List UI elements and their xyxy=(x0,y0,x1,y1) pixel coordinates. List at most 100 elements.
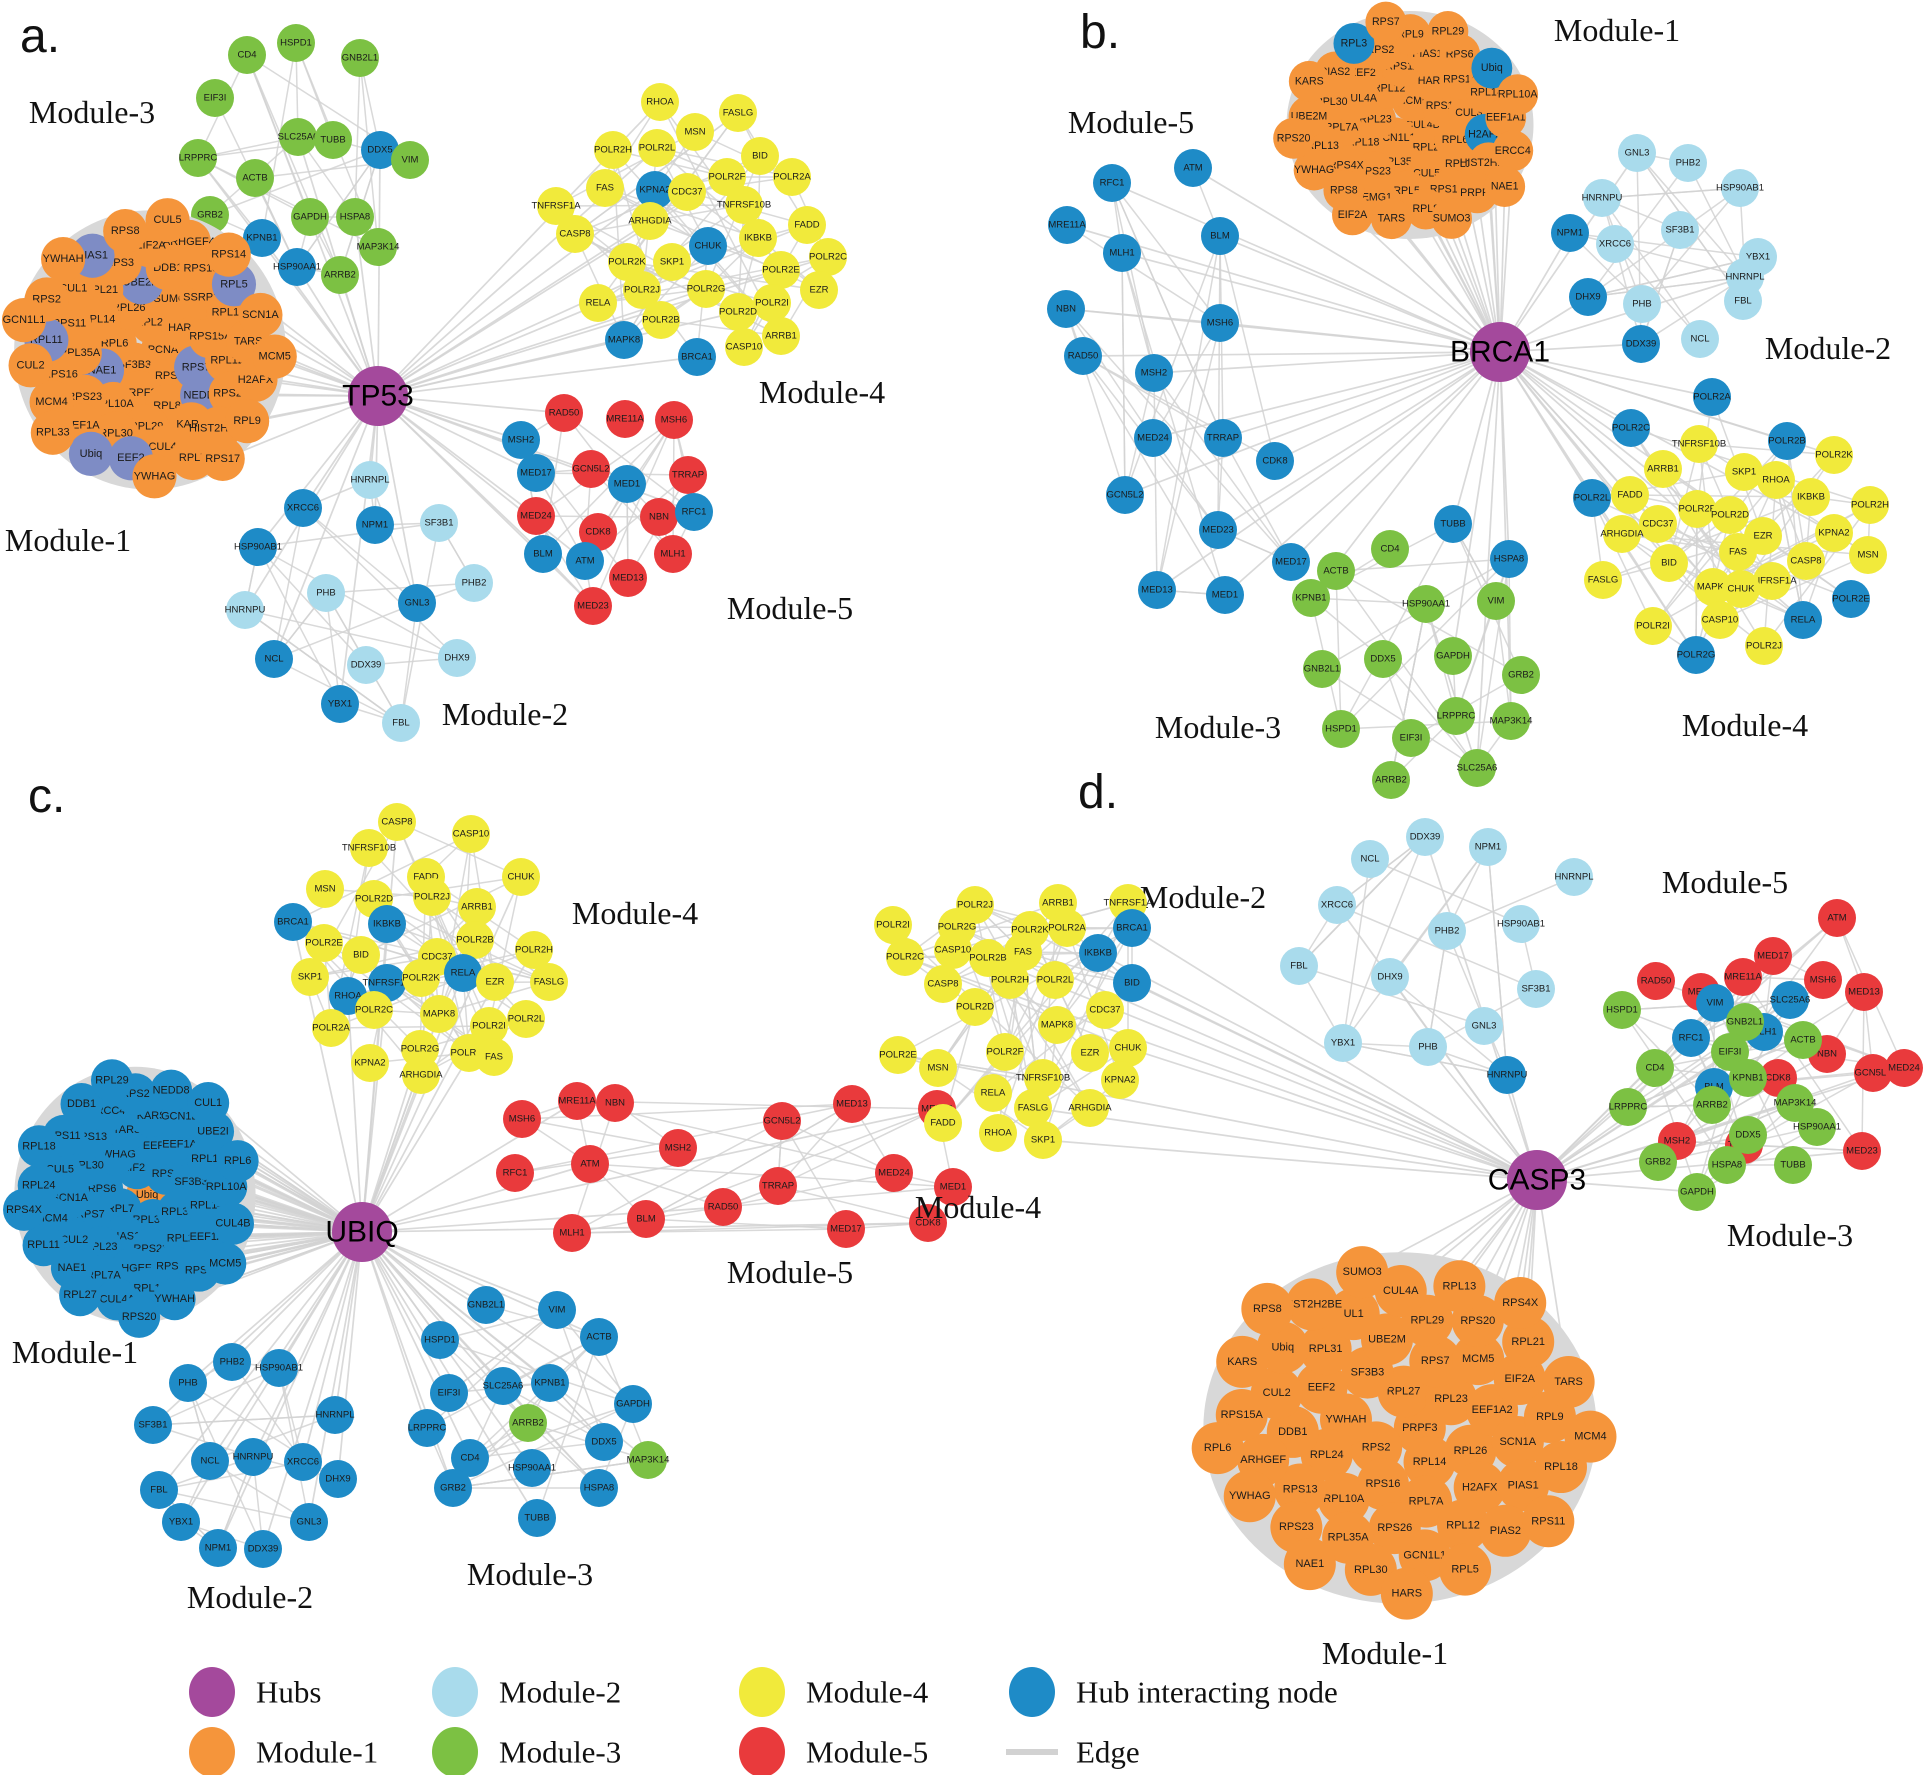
svg-text:RPS20: RPS20 xyxy=(122,1311,157,1323)
node-ARHGDIA: ARHGDIA xyxy=(399,1056,443,1094)
edge xyxy=(604,187,759,239)
node-MAP3K14: MAP3K14 xyxy=(627,1441,669,1479)
node-MAP3K14: MAP3K14 xyxy=(1774,1084,1816,1122)
svg-text:HNRNPU: HNRNPU xyxy=(1487,1070,1528,1081)
node-MSH6: MSH6 xyxy=(1201,304,1239,342)
svg-text:FBL: FBL xyxy=(150,1485,167,1496)
edge xyxy=(1156,322,1221,591)
svg-text:VIM: VIM xyxy=(549,1305,566,1316)
svg-text:RPS23: RPS23 xyxy=(67,391,102,403)
hub-edge xyxy=(1222,351,1501,439)
edge xyxy=(273,507,304,660)
svg-text:CUL5: CUL5 xyxy=(154,214,182,226)
edge xyxy=(571,1228,847,1234)
node-NBN: NBN xyxy=(596,1084,634,1122)
hub-edge xyxy=(377,339,625,397)
svg-text:RPL7: RPL7 xyxy=(179,452,207,464)
node-POLR2L: POLR2L xyxy=(1573,479,1611,517)
node-CD4: CD4 xyxy=(228,36,266,74)
svg-text:GCN5L2: GCN5L2 xyxy=(1107,490,1144,501)
node-GRB2: GRB2 xyxy=(1639,1143,1677,1181)
node-ERCC4: ERCC4 xyxy=(1492,130,1534,172)
svg-text:FBL: FBL xyxy=(1290,961,1307,972)
svg-text:NEDD8: NEDD8 xyxy=(153,1085,190,1097)
node-RPL27: RPL27 xyxy=(59,1274,102,1317)
node-RHOA: RHOA xyxy=(641,83,679,121)
edge xyxy=(1446,930,1508,1076)
svg-text:HSPA8: HSPA8 xyxy=(340,212,370,223)
node-YWHAG: YWHAG xyxy=(1223,1470,1276,1523)
svg-text:TRRAP: TRRAP xyxy=(672,470,704,481)
module-label-a-module-4: Module-4 xyxy=(759,374,885,410)
svg-text:SLC25A6: SLC25A6 xyxy=(1457,763,1498,774)
node-RPS7: RPS7 xyxy=(1365,1,1407,43)
svg-text:GRB2: GRB2 xyxy=(440,1483,466,1494)
svg-text:RPL6: RPL6 xyxy=(224,1155,251,1167)
svg-text:POLR2H: POLR2H xyxy=(594,145,632,156)
svg-text:GRB2: GRB2 xyxy=(1508,670,1534,681)
node-NBN: NBN xyxy=(640,498,678,536)
svg-text:MED1: MED1 xyxy=(1212,590,1238,601)
svg-text:POLR2L: POLR2L xyxy=(639,143,675,154)
svg-text:CD4: CD4 xyxy=(1645,1063,1664,1074)
node-EZR: EZR xyxy=(800,271,838,309)
svg-text:CD4: CD4 xyxy=(237,50,256,61)
svg-text:CDC37: CDC37 xyxy=(671,187,702,198)
svg-text:HSP90AB1: HSP90AB1 xyxy=(1497,919,1545,930)
node-RPS8: RPS8 xyxy=(103,209,148,254)
svg-text:NAE1: NAE1 xyxy=(1491,181,1519,193)
hub-edge xyxy=(361,1231,471,1459)
svg-text:MCM5: MCM5 xyxy=(1462,1353,1494,1365)
svg-text:RPS14: RPS14 xyxy=(211,249,246,261)
cluster-d-module-2: DDX39 NPM1 NCL HNRNPL XRCC6 PHB2 HSP90AB1 FBL DH… xyxy=(1280,818,1594,1094)
edge xyxy=(660,319,782,337)
node-MSH6: MSH6 xyxy=(655,401,693,439)
node-FASLG: FASLG xyxy=(719,94,757,132)
svg-text:DDB1: DDB1 xyxy=(67,1098,96,1110)
edge xyxy=(645,1108,938,1220)
module-label-d-module-4: Module-4 xyxy=(915,1189,1041,1225)
svg-text:CDC37: CDC37 xyxy=(1089,1005,1120,1016)
node-POLR2E: POLR2E xyxy=(1832,580,1870,618)
node-MED17: MED17 xyxy=(1272,543,1310,581)
node-DDX39: DDX39 xyxy=(1622,325,1660,363)
svg-text:RPS13: RPS13 xyxy=(1283,1483,1318,1495)
svg-text:POLR2A: POLR2A xyxy=(1048,923,1086,934)
node-SLC25A6: SLC25A6 xyxy=(1457,749,1498,787)
edge xyxy=(330,1025,490,1029)
edge xyxy=(452,1403,634,1489)
hub-edge xyxy=(1124,351,1501,496)
module-label-b-module-4: Module-4 xyxy=(1682,707,1808,743)
edge xyxy=(777,1185,929,1224)
node-ARRB1: ARRB1 xyxy=(458,888,496,926)
svg-text:RPL14: RPL14 xyxy=(1413,1456,1447,1468)
svg-text:NPM1: NPM1 xyxy=(1475,842,1501,853)
hub-edge xyxy=(302,1231,363,1463)
edge xyxy=(1389,976,1508,1076)
svg-text:ARRB2: ARRB2 xyxy=(512,1418,544,1429)
node-HIST2H2BE: HIST2H2BE xyxy=(1282,1278,1342,1331)
node-CHUK: CHUK xyxy=(1109,1029,1147,1067)
node-GRB2: GRB2 xyxy=(434,1469,472,1507)
node-CASP10: CASP10 xyxy=(1701,601,1739,639)
node-MSH6: MSH6 xyxy=(1804,961,1842,999)
hub-edge xyxy=(377,395,565,414)
hub-edge xyxy=(347,995,363,1233)
node-HARS: HARS xyxy=(1380,1567,1433,1620)
node-RPL29: RPL29 xyxy=(1427,11,1469,52)
node-EZR: EZR xyxy=(476,963,514,1001)
svg-text:DDX5: DDX5 xyxy=(1735,1130,1760,1141)
node-IKBKB: IKBKB xyxy=(1792,478,1830,516)
node-MSH2: MSH2 xyxy=(502,421,540,459)
edge xyxy=(209,149,381,216)
legend-label: Module-5 xyxy=(806,1735,928,1770)
node-XRCC6: XRCC6 xyxy=(284,489,322,527)
svg-text:HIST2H2BE: HIST2H2BE xyxy=(1282,1298,1342,1310)
node-TNFRSF1A: TNFRSF1A xyxy=(1747,562,1797,600)
svg-text:TP53: TP53 xyxy=(342,380,414,413)
node-FBL: FBL xyxy=(382,704,420,742)
node-ATM: ATM xyxy=(1818,899,1856,937)
hub-edge xyxy=(354,216,379,397)
hub-edge xyxy=(377,245,709,397)
hub-edge xyxy=(1224,351,1501,596)
